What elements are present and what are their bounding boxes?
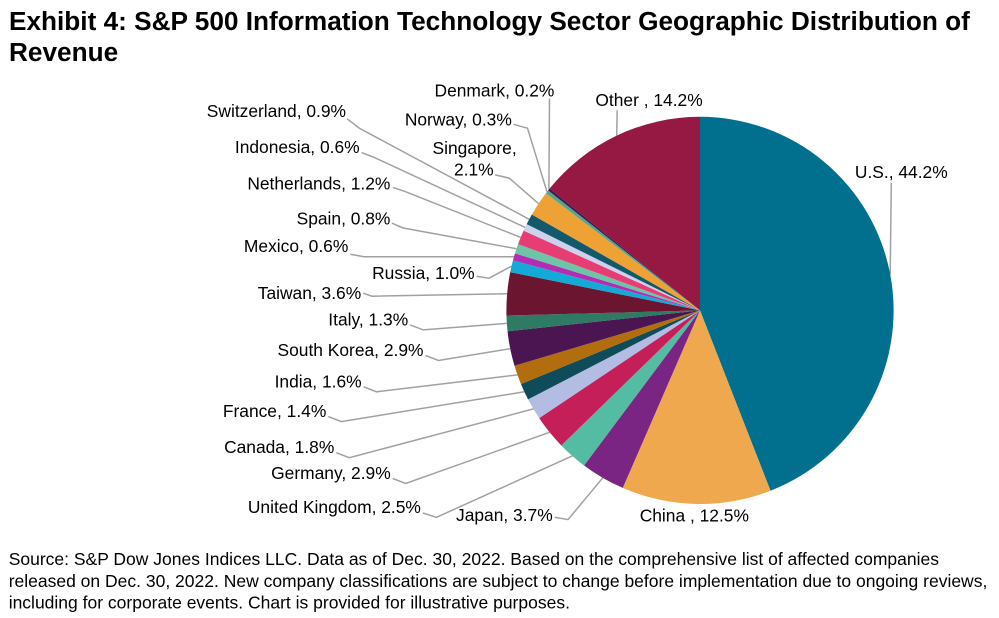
- svg-text:Mexico, 0.6%: Mexico, 0.6%: [244, 236, 348, 256]
- svg-text:Source: S&P Dow Jones Indices: Source: S&P Dow Jones Indices LLC. Data …: [9, 549, 940, 569]
- svg-text:France, 1.4%: France, 1.4%: [223, 401, 326, 421]
- svg-text:South Korea, 2.9%: South Korea, 2.9%: [278, 340, 424, 360]
- svg-text:India, 1.6%: India, 1.6%: [275, 371, 362, 391]
- svg-text:Germany, 2.9%: Germany, 2.9%: [271, 463, 391, 483]
- svg-text:2.1%: 2.1%: [454, 160, 494, 180]
- svg-text:Norway, 0.3%: Norway, 0.3%: [405, 110, 512, 130]
- svg-text:Exhibit 4: S&P 500 Information: Exhibit 4: S&P 500 Information Technolog…: [9, 6, 970, 36]
- svg-text:Revenue: Revenue: [9, 37, 118, 67]
- svg-text:Japan, 3.7%: Japan, 3.7%: [456, 505, 553, 525]
- svg-text:China , 12.5%: China , 12.5%: [640, 505, 749, 525]
- svg-text:Denmark, 0.2%: Denmark, 0.2%: [435, 80, 555, 100]
- svg-text:U.S., 44.2%: U.S., 44.2%: [855, 162, 948, 182]
- svg-text:Italy, 1.3%: Italy, 1.3%: [328, 309, 408, 329]
- svg-text:Canada, 1.8%: Canada, 1.8%: [224, 437, 334, 457]
- svg-text:Other , 14.2%: Other , 14.2%: [595, 90, 702, 110]
- svg-text:Russia, 1.0%: Russia, 1.0%: [372, 263, 474, 283]
- svg-text:released on Dec. 30, 2022. New: released on Dec. 30, 2022. New company c…: [9, 571, 988, 591]
- svg-text:Spain, 0.8%: Spain, 0.8%: [297, 208, 391, 228]
- svg-text:Netherlands, 1.2%: Netherlands, 1.2%: [247, 173, 390, 193]
- svg-text:including for corporate events: including for corporate events. Chart is…: [9, 593, 570, 613]
- svg-text:Taiwan, 3.6%: Taiwan, 3.6%: [258, 283, 361, 303]
- svg-text:Switzerland, 0.9%: Switzerland, 0.9%: [207, 101, 346, 121]
- svg-text:United Kingdom, 2.5%: United Kingdom, 2.5%: [248, 497, 421, 517]
- svg-text:Singapore,: Singapore,: [433, 138, 517, 158]
- svg-text:Indonesia, 0.6%: Indonesia, 0.6%: [235, 137, 360, 157]
